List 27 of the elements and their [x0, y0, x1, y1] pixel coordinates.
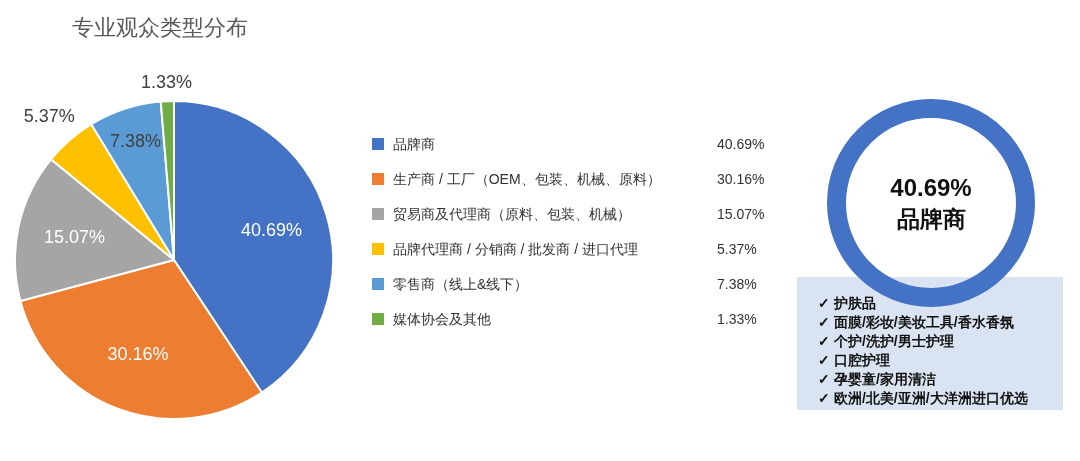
data-label: 30.16%	[107, 344, 169, 365]
text: ✓ 欧洲/北美/亚洲/大洋洲进口优选	[818, 389, 1028, 408]
text: 15.07%	[717, 206, 765, 222]
text: ✓ 口腔护理	[818, 351, 891, 370]
text: 品牌商	[895, 205, 967, 233]
data-label: 40.69%	[240, 219, 302, 240]
text: ✓ 个护/洗护/男士护理	[818, 332, 955, 351]
legend-label: 品牌商	[393, 135, 435, 153]
legend-label: 品牌代理商 / 分销商 / 批发商 / 进口代理	[393, 240, 639, 258]
legend-label: 媒体协会及其他	[393, 310, 491, 328]
text: 40.69%	[889, 174, 973, 202]
legend-label: 贸易商及代理商（原料、包装、机械）	[393, 205, 631, 223]
data-label: 1.33%	[141, 72, 193, 93]
chart-title: 专业观众类型分布	[72, 14, 248, 42]
data-label: 7.38%	[110, 131, 162, 152]
text: 1.33%	[717, 311, 757, 327]
legend-label: 生产商 / 工厂（OEM、包装、机械、原料）	[393, 170, 661, 188]
text: ✓ 护肤品	[818, 294, 877, 313]
text: 7.38%	[717, 276, 757, 292]
legend-label: 零售商（线上&线下）	[393, 275, 529, 293]
text: ✓ 孕婴童/家用清洁	[818, 370, 937, 389]
data-label: 5.37%	[23, 105, 75, 126]
text: ✓ 面膜/彩妆/美妆工具/香水香氛	[818, 313, 1015, 332]
text: 5.37%	[717, 241, 757, 257]
text: 30.16%	[717, 171, 765, 187]
text: 40.69%	[717, 136, 765, 152]
data-label: 15.07%	[44, 227, 106, 248]
